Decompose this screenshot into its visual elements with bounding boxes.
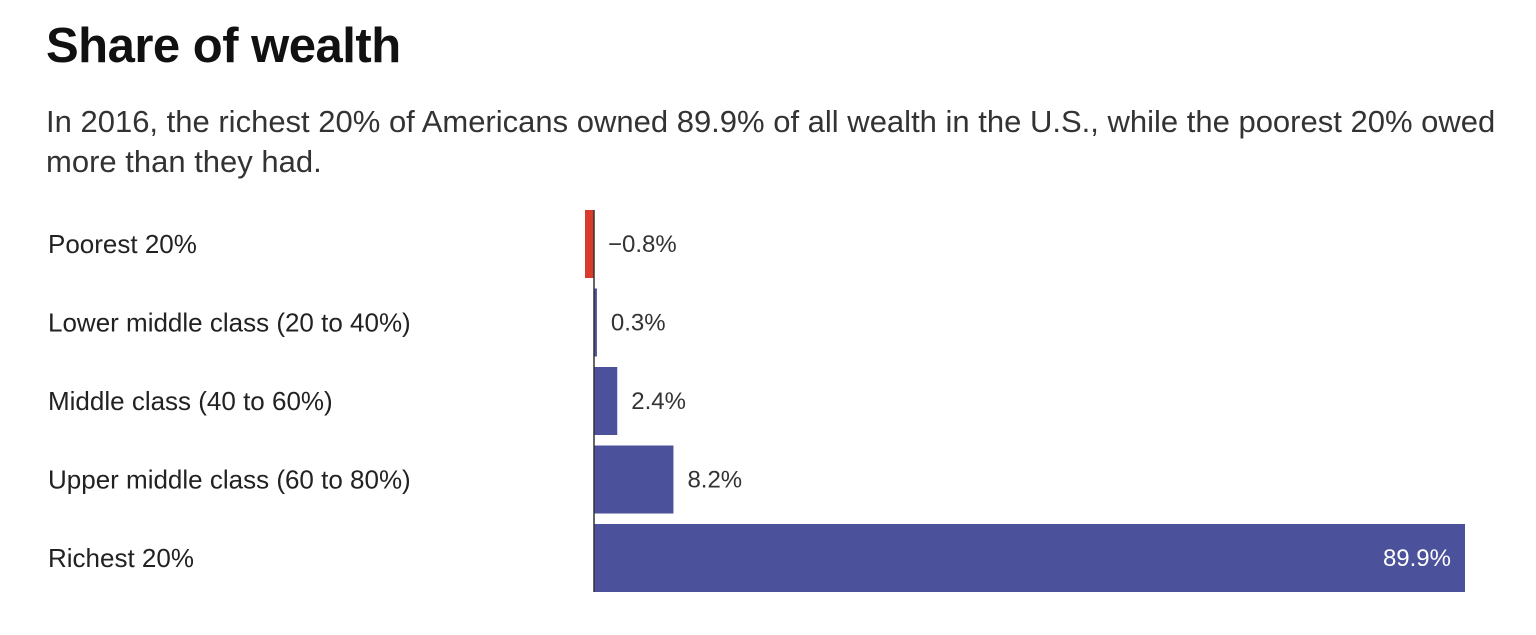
category-label: Poorest 20% — [48, 229, 197, 259]
value-label: −0.8% — [608, 231, 677, 258]
chart-subtitle: In 2016, the richest 20% of Americans ow… — [46, 104, 1496, 179]
category-label: Richest 20% — [48, 543, 194, 573]
category-label: Lower middle class (20 to 40%) — [48, 308, 411, 338]
value-label: 8.2% — [687, 467, 742, 494]
bars — [585, 210, 1465, 592]
bar — [594, 524, 1465, 592]
bar — [594, 288, 597, 357]
category-labels: Poorest 20% Lower middle class (20 to 40%… — [48, 229, 411, 573]
bar — [594, 445, 674, 514]
category-label: Middle class (40 to 60%) — [48, 386, 333, 416]
value-label: 89.9% — [1383, 545, 1451, 572]
bar-chart: Poorest 20% Lower middle class (20 to 40%… — [48, 210, 1465, 592]
chart-title: Share of wealth — [46, 19, 401, 73]
value-labels: −0.8% 0.3% 2.4% 8.2% 89.9% — [608, 231, 1451, 572]
value-label: 2.4% — [631, 388, 686, 415]
bar — [585, 210, 594, 278]
bar — [594, 367, 618, 435]
category-label: Upper middle class (60 to 80%) — [48, 465, 411, 495]
value-label: 0.3% — [611, 310, 666, 337]
